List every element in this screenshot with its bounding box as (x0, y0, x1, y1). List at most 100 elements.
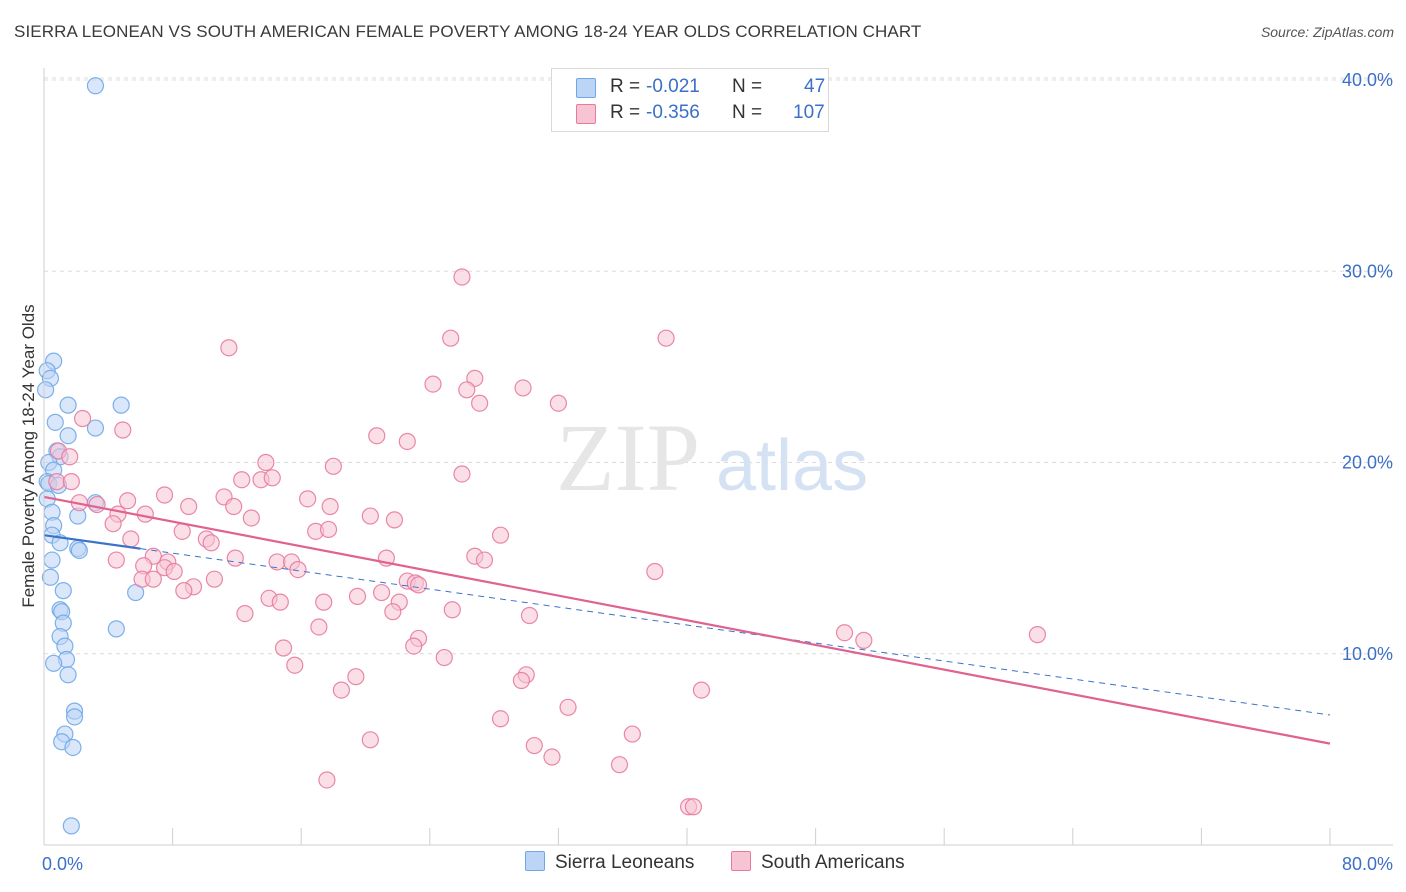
data-points (37, 77, 1047, 835)
trend-line-sierra-leoneans (43, 534, 141, 550)
point-south-american (48, 473, 66, 491)
point-south-american (274, 639, 293, 657)
point-south-american (122, 530, 140, 548)
point-south-american (289, 560, 307, 579)
point-sierra-leonean (41, 568, 60, 586)
point-south-american (646, 562, 664, 581)
point-sierra-leonean (86, 77, 105, 95)
point-sierra-leonean (37, 381, 55, 399)
point-sierra-leonean (86, 419, 105, 437)
point-south-american (453, 268, 471, 286)
point-sierra-leonean (107, 620, 125, 638)
point-south-american (226, 549, 244, 567)
point-south-american (409, 576, 428, 594)
legend-r-value: -0.356 (646, 102, 700, 123)
point-south-american (398, 432, 416, 451)
point-south-american (385, 511, 404, 529)
legend-n-value: 47 (804, 76, 826, 97)
point-south-american (324, 457, 342, 475)
point-south-american (549, 394, 568, 412)
legend-n-value: 107 (793, 102, 825, 123)
point-sierra-leonean (64, 738, 82, 757)
point-south-american (175, 582, 193, 600)
point-south-american (118, 492, 137, 510)
point-sierra-leonean (62, 817, 80, 835)
point-south-american (62, 473, 80, 491)
chart-title: SIERRA LEONEAN VS SOUTH AMERICAN FEMALE … (14, 22, 922, 41)
bottom-legend-south-americans: South Americans (731, 851, 905, 874)
point-south-american (491, 710, 510, 728)
point-south-american (242, 509, 260, 527)
grid (44, 77, 1393, 655)
bottom-legend-label: South Americans (761, 852, 905, 873)
point-south-american (372, 583, 391, 602)
point-south-american (520, 606, 539, 625)
point-south-american (165, 562, 183, 581)
point-south-american (107, 551, 125, 569)
y-tick-label: 10.0% (1342, 644, 1393, 664)
stats-legend: R = -0.021 N = 47 R = -0.356 N = 107 (551, 68, 829, 132)
point-south-american (299, 490, 317, 508)
point-south-american (144, 570, 162, 588)
point-south-american (657, 329, 675, 347)
legend-r-label: R = (610, 76, 641, 97)
point-south-american (263, 469, 281, 487)
legend-swatch-sierra-leoneans (576, 78, 596, 98)
point-south-american (475, 551, 494, 569)
legend-n-label: N = (732, 76, 763, 97)
y-axis-label: Female Poverty Among 18-24 Year Olds (19, 304, 38, 607)
point-south-american (855, 631, 873, 649)
x-tick-label-min: 0.0% (42, 854, 83, 874)
watermark-zip: ZIP (556, 404, 700, 511)
legend-swatch-south-americans (576, 104, 596, 124)
bottom-legend-label: Sierra Leoneans (555, 852, 695, 873)
point-sierra-leonean (43, 551, 61, 569)
legend-r-value: -0.021 (646, 76, 700, 97)
point-south-american (155, 486, 174, 504)
point-sierra-leonean (45, 654, 63, 672)
point-south-american (225, 497, 243, 516)
point-south-american (559, 698, 577, 716)
point-south-american (361, 507, 379, 525)
point-south-american (180, 497, 198, 516)
point-sierra-leonean (59, 666, 77, 684)
point-south-american (514, 379, 532, 397)
watermark: ZIP atlas (556, 404, 868, 511)
point-sierra-leonean (46, 413, 64, 431)
trend-lines (43, 495, 1331, 745)
point-south-american (684, 798, 703, 816)
point-south-american (220, 339, 238, 357)
legend-r-label: R = (610, 102, 641, 123)
point-south-american (73, 409, 92, 428)
point-south-american (543, 748, 561, 766)
point-south-american (442, 329, 460, 347)
point-south-american (1028, 626, 1047, 644)
bottom-legend-sierra-leoneans: Sierra Leoneans (525, 851, 694, 874)
y-tick-label: 40.0% (1342, 70, 1393, 90)
point-south-american (453, 465, 471, 483)
bottom-legend-swatch-sierra-leoneans (525, 851, 545, 871)
point-south-american (104, 515, 122, 533)
point-south-american (623, 725, 641, 743)
point-south-american (88, 495, 106, 514)
point-sierra-leonean (112, 396, 130, 414)
point-south-american (286, 656, 304, 674)
point-south-american (835, 624, 854, 642)
point-south-american (435, 648, 453, 667)
point-south-american (347, 668, 365, 686)
point-south-american (368, 427, 386, 445)
point-south-american (384, 603, 402, 621)
point-south-american (525, 736, 543, 755)
point-south-american (610, 756, 629, 774)
point-south-american (271, 593, 289, 611)
bottom-legend-swatch-south-americans (731, 851, 751, 871)
point-south-american (361, 731, 379, 749)
x-tick-label-max: 80.0% (1342, 854, 1393, 874)
y-tick-label: 20.0% (1342, 453, 1393, 473)
point-south-american (458, 381, 476, 399)
point-south-american (315, 593, 333, 611)
point-south-american (319, 520, 338, 539)
point-sierra-leonean (65, 708, 84, 726)
y-tick-label: 30.0% (1342, 261, 1393, 281)
